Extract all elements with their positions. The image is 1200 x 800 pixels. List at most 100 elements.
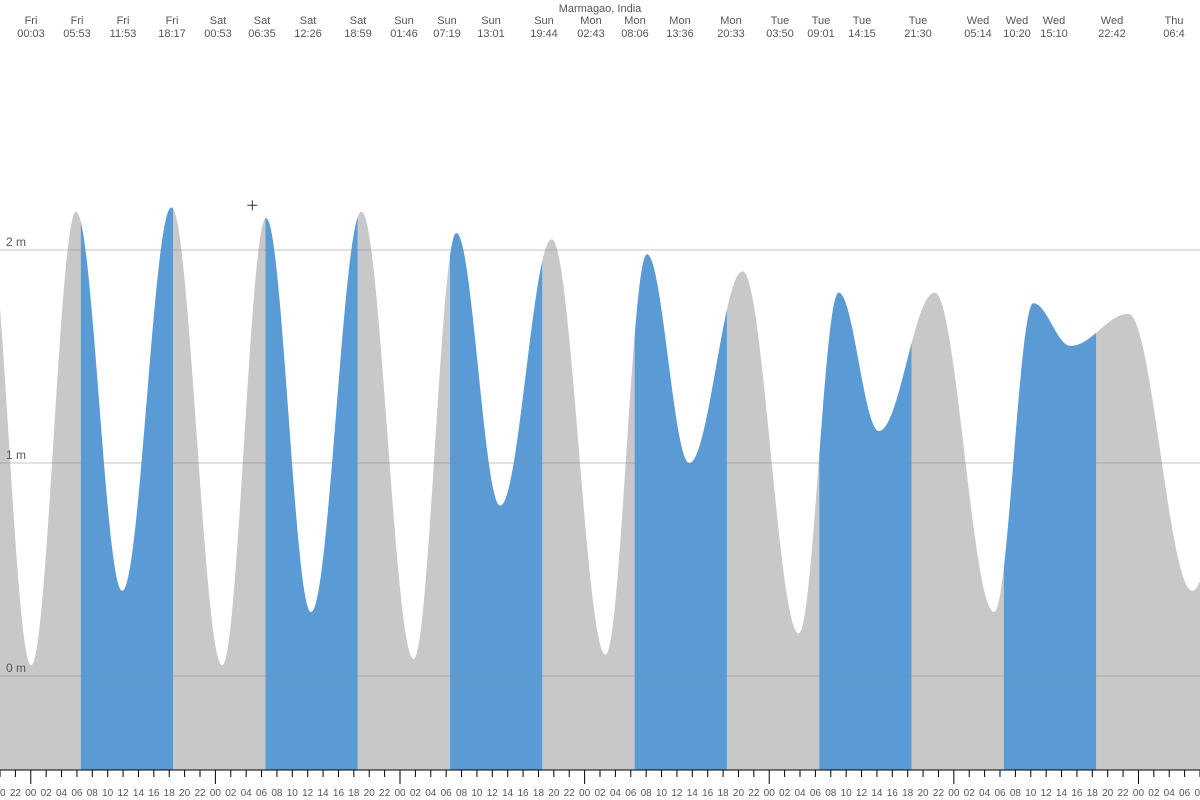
tide-event-time: 01:46: [390, 28, 418, 40]
x-axis-label: 12: [302, 788, 314, 799]
tide-event-time: 11:53: [110, 28, 137, 40]
tide-event-day: Mon: [720, 15, 741, 27]
x-axis-label: 00: [948, 788, 960, 799]
tide-event-time: 14:15: [848, 28, 876, 40]
chart-svg: 0 m1 m2 m2022000204060810121416182022000…: [0, 0, 1200, 800]
x-axis-label: 18: [348, 788, 360, 799]
x-axis-label: 12: [856, 788, 868, 799]
tide-event-day: Wed: [1006, 15, 1028, 27]
x-axis-label: 22: [194, 788, 206, 799]
x-axis-label: 00: [579, 788, 591, 799]
x-axis-label: 04: [56, 788, 68, 799]
x-axis-label: 16: [333, 788, 345, 799]
x-axis-label: 06: [1179, 788, 1191, 799]
tide-event-time: 13:36: [666, 28, 694, 40]
x-axis-label: 22: [933, 788, 945, 799]
x-axis-label: 10: [841, 788, 853, 799]
x-axis-label: 12: [1041, 788, 1053, 799]
tide-event-time: 13:01: [477, 28, 505, 40]
x-axis-label: 10: [102, 788, 114, 799]
tide-event-day: Tue: [812, 15, 831, 27]
chart-title: Marmagao, India: [559, 3, 642, 15]
tide-event-time: 18:59: [344, 28, 372, 40]
x-axis-label: 22: [10, 788, 22, 799]
tide-event-time: 20:33: [717, 28, 745, 40]
tide-event-day: Fri: [166, 15, 179, 27]
x-axis-label: 06: [71, 788, 83, 799]
x-axis-label: 12: [118, 788, 130, 799]
x-axis-label: 04: [241, 788, 253, 799]
x-axis-label: 20: [918, 788, 930, 799]
tide-event-day: Mon: [580, 15, 601, 27]
x-axis-label: 10: [471, 788, 483, 799]
tide-event-time: 03:50: [766, 28, 794, 40]
x-axis-label: 00: [25, 788, 37, 799]
x-axis-label: 08: [271, 788, 283, 799]
x-axis-label: 20: [0, 788, 6, 799]
x-axis-label: 10: [656, 788, 668, 799]
y-axis-label: 0 m: [6, 661, 26, 675]
tide-event-day: Sat: [210, 15, 227, 27]
x-axis-label: 06: [625, 788, 637, 799]
tide-event-day: Tue: [909, 15, 928, 27]
tide-event-day: Sat: [300, 15, 317, 27]
tide-event-day: Wed: [967, 15, 989, 27]
x-axis-label: 02: [410, 788, 422, 799]
x-axis-label: 20: [1102, 788, 1114, 799]
x-axis-label: 06: [994, 788, 1006, 799]
x-axis-label: 04: [425, 788, 437, 799]
x-axis-label: 00: [210, 788, 222, 799]
x-axis-label: 18: [1087, 788, 1099, 799]
y-axis-label: 2 m: [6, 235, 26, 249]
x-axis-label: 04: [979, 788, 991, 799]
x-axis-label: 14: [133, 788, 145, 799]
x-axis-label: 18: [718, 788, 730, 799]
x-axis-label: 06: [256, 788, 268, 799]
x-axis-label: 02: [594, 788, 606, 799]
x-axis-label: 08: [825, 788, 837, 799]
x-axis-label: 02: [779, 788, 791, 799]
x-axis-label: 20: [179, 788, 191, 799]
tide-event-time: 15:10: [1040, 28, 1068, 40]
x-axis-label: 00: [394, 788, 406, 799]
tide-event-day: Sat: [350, 15, 367, 27]
x-axis-label: 18: [902, 788, 914, 799]
x-axis-label: 16: [702, 788, 714, 799]
tide-event-day: Sat: [254, 15, 271, 27]
x-axis-label: 14: [687, 788, 699, 799]
x-axis-label: 10: [287, 788, 299, 799]
x-axis-label: 04: [1164, 788, 1176, 799]
x-axis-label: 08: [1010, 788, 1022, 799]
y-axis-label: 1 m: [6, 448, 26, 462]
tide-event-time: 10:20: [1003, 28, 1031, 40]
x-axis-label: 16: [148, 788, 160, 799]
tide-event-time: 00:53: [204, 28, 232, 40]
x-axis-label: 20: [364, 788, 376, 799]
tide-event-day: Thu: [1165, 15, 1184, 27]
x-axis-label: 22: [564, 788, 576, 799]
tide-event-day: Sun: [437, 15, 457, 27]
tide-event-time: 06:4: [1163, 28, 1184, 40]
x-axis-label: 20: [548, 788, 560, 799]
x-axis-label: 04: [610, 788, 622, 799]
tide-event-time: 06:35: [248, 28, 276, 40]
tide-event-day: Fri: [25, 15, 38, 27]
tide-event-day: Tue: [853, 15, 872, 27]
tide-chart: 0 m1 m2 m2022000204060810121416182022000…: [0, 0, 1200, 800]
tide-event-day: Wed: [1043, 15, 1065, 27]
x-axis-label: 00: [1133, 788, 1145, 799]
x-axis-label: 08: [1194, 788, 1200, 799]
x-axis-label: 22: [379, 788, 391, 799]
tide-event-time: 08:06: [621, 28, 649, 40]
tide-event-day: Mon: [624, 15, 645, 27]
tide-event-day: Sun: [534, 15, 554, 27]
tide-event-time: 12:26: [294, 28, 322, 40]
tide-event-time: 05:53: [63, 28, 91, 40]
x-axis-label: 08: [641, 788, 653, 799]
x-axis-label: 04: [794, 788, 806, 799]
tide-event-time: 05:14: [964, 28, 992, 40]
x-axis-label: 14: [1056, 788, 1068, 799]
tide-event-day: Mon: [669, 15, 690, 27]
x-axis-label: 16: [1071, 788, 1083, 799]
tide-event-day: Tue: [771, 15, 790, 27]
